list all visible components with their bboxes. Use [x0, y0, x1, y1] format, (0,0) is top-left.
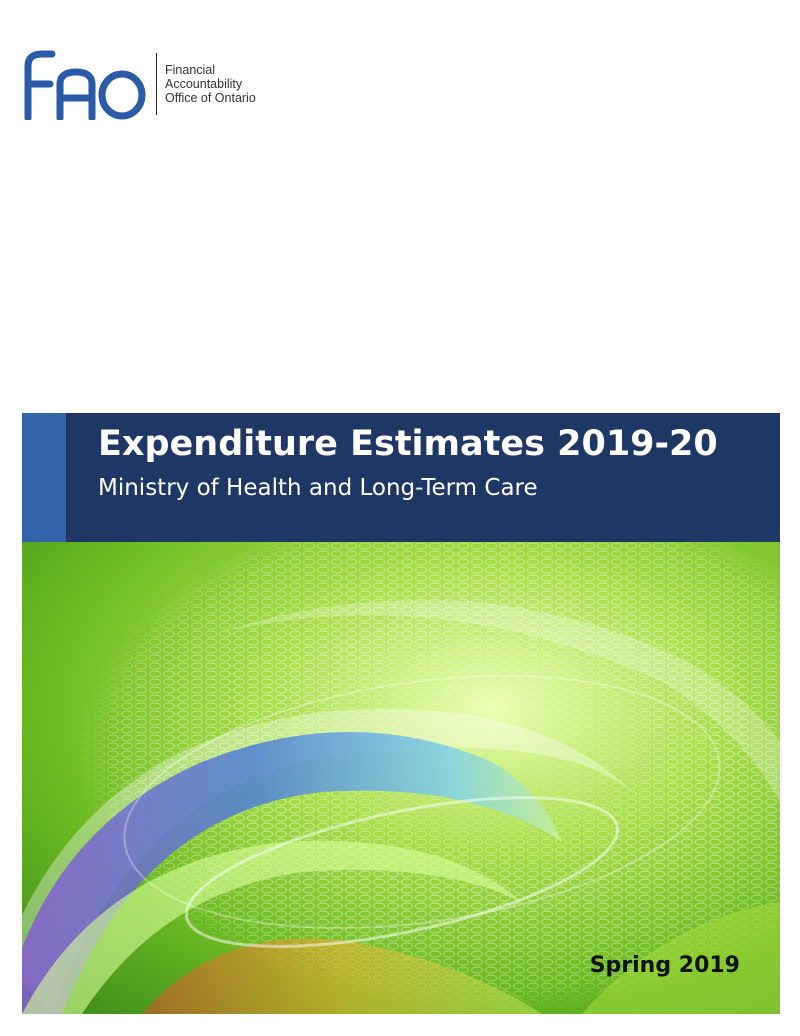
- org-name-line: Accountability: [165, 77, 243, 91]
- logo-divider: [156, 53, 157, 115]
- fao-logo: Financial Accountability Office of Ontar…: [22, 48, 256, 120]
- document-subtitle: Ministry of Health and Long-Term Care: [98, 475, 538, 501]
- org-name: Financial Accountability Office of Ontar…: [165, 63, 256, 105]
- cover-artwork: Spring 2019: [22, 542, 780, 1014]
- banner-accent-stripe: [22, 413, 66, 542]
- abstract-swirl-image: [22, 542, 780, 1014]
- org-name-line: Financial: [165, 63, 216, 77]
- document-title: Expenditure Estimates 2019-20: [98, 424, 718, 464]
- title-banner: Expenditure Estimates 2019-20 Ministry o…: [22, 413, 780, 542]
- publication-date: Spring 2019: [589, 953, 740, 978]
- org-name-line: Office of Ontario: [165, 91, 256, 105]
- fao-logo-mark: [24, 50, 146, 120]
